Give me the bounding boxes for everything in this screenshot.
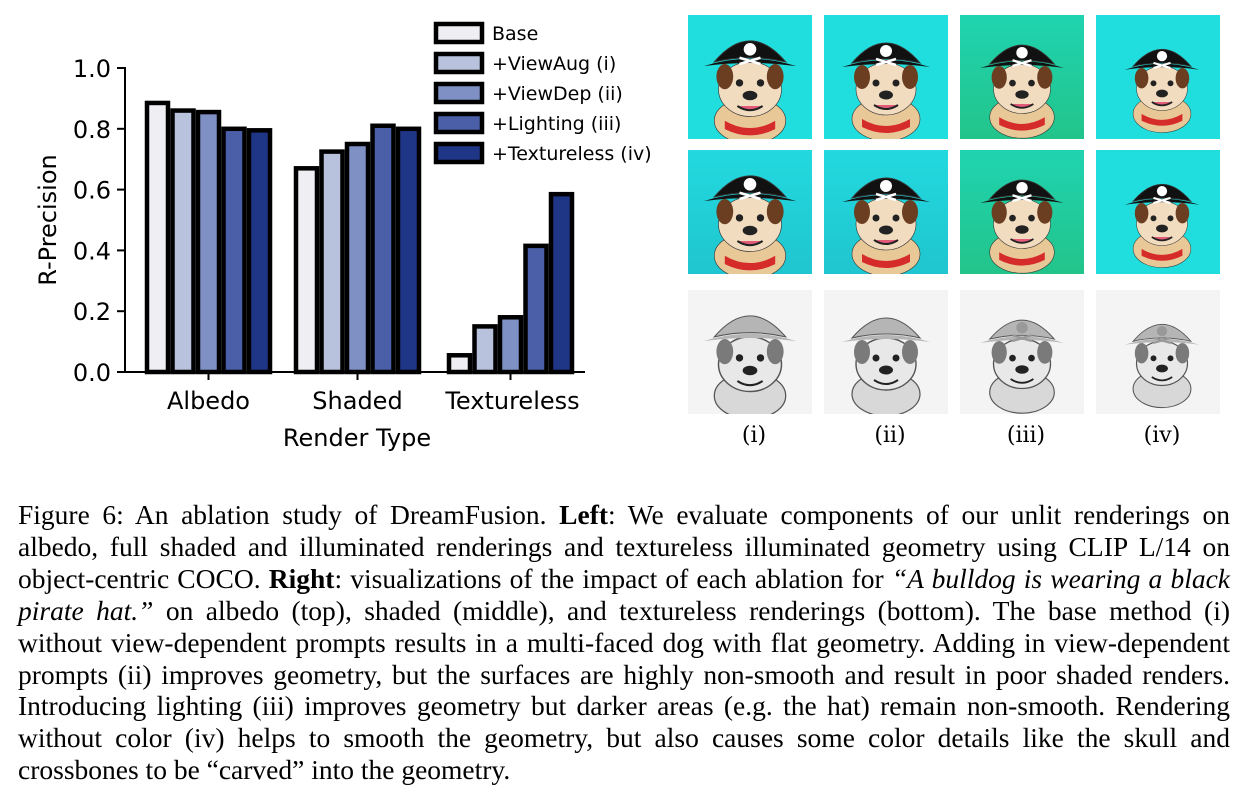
caption-rest: on albedo (top), shaded (middle), and te…: [18, 594, 1230, 786]
bar-albedo-1: [170, 108, 196, 375]
render-albedo-ii: [824, 15, 948, 139]
y-tick-label-0.0: 0.0: [73, 359, 111, 387]
legend-label-1: +ViewAug (i): [492, 53, 616, 75]
bar-shaded-3: [370, 123, 396, 375]
legend-label-3: +Lighting (iii): [492, 113, 621, 135]
legend-swatch-2: [433, 81, 485, 105]
legend-swatch-1: [433, 51, 485, 75]
legend-swatch-3: [433, 111, 485, 135]
render-albedo-i: [688, 15, 812, 139]
x-tick-label-albedo: Albedo: [167, 387, 250, 415]
bar-shaded-2: [344, 141, 371, 375]
x-axis-title: Render Type: [283, 424, 431, 452]
render-textureless-iii: [960, 290, 1084, 414]
bulldog-pirate-image: [1124, 324, 1200, 409]
bar-shaded-1: [319, 149, 345, 375]
y-tick-label-0.2: 0.2: [73, 298, 111, 326]
bar-group: [144, 100, 575, 375]
y-axis-title: R-Precision: [34, 154, 62, 285]
chart-axes: Albedo Shaded Textureless 0.0 0.2 0.4 0.6 0.8 1.…: [34, 55, 585, 452]
render-textureless-ii: [824, 290, 948, 414]
bulldog-pirate-image: [1124, 49, 1200, 133]
y-tick-label-0.4: 0.4: [73, 237, 111, 265]
bar-albedo-2: [195, 109, 222, 375]
caption-right-text: : visualizations of the impact of each a…: [334, 562, 892, 594]
column-label-i: (i): [741, 423, 767, 448]
caption-right-bold: Right: [268, 562, 335, 594]
x-tick-label-textureless: Textureless: [444, 387, 579, 415]
bar-textureless-0: [446, 353, 473, 375]
bulldog-pirate-image: [1124, 184, 1200, 268]
bulldog-pirate-image: [980, 179, 1064, 274]
bulldog-pirate-image: [980, 44, 1064, 139]
bar-textureless-3: [523, 243, 549, 375]
caption-left-text: : We evaluate components of our unlit re…: [18, 499, 1230, 594]
bar-shaded-0: [293, 166, 320, 375]
x-tick-label-shaded: Shaded: [312, 387, 402, 415]
bulldog-pirate-image: [842, 42, 930, 139]
column-label-iv: (iv): [1143, 423, 1181, 448]
column-label-iii: (iii): [1006, 423, 1046, 448]
render-albedo-iv: [1096, 15, 1220, 139]
render-shaded-ii: [824, 150, 948, 274]
bulldog-pirate-image: [980, 319, 1064, 414]
y-tick-label-1.0: 1.0: [73, 55, 111, 83]
bar-albedo-0: [144, 100, 171, 375]
caption-left-bold: Left: [559, 499, 609, 530]
caption-label: Figure 6: An ablation study of DreamFusi…: [18, 499, 560, 530]
column-label-ii: (ii): [874, 423, 906, 448]
bar-albedo-4: [246, 128, 273, 375]
legend-swatch-0: [433, 21, 485, 45]
bar-albedo-3: [221, 126, 247, 375]
legend-label-0: Base: [492, 23, 538, 45]
bulldog-pirate-image: [842, 317, 930, 414]
caption-prompt: “A bulldog is wearing a black pirate hat…: [18, 562, 1231, 626]
render-shaded-i: [688, 150, 812, 274]
bulldog-pirate-image: [703, 315, 797, 414]
legend-label-4: +Textureless (iv): [492, 143, 652, 165]
figure-caption: Figure 6: An ablation study of DreamFusi…: [18, 499, 1230, 786]
bulldog-pirate-image: [703, 40, 797, 139]
bar-textureless-4: [548, 191, 575, 375]
render-textureless-i: [688, 290, 812, 414]
bar-textureless-1: [472, 324, 498, 375]
ablation-bar-chart: Albedo Shaded Textureless 0.0 0.2 0.4 0.6 0.8 1.…: [34, 21, 652, 452]
bulldog-pirate-image: [842, 177, 930, 274]
legend-label-2: +ViewDep (ii): [492, 83, 623, 105]
y-tick-label-0.6: 0.6: [73, 177, 111, 205]
bulldog-pirate-image: [703, 175, 797, 274]
bar-shaded-4: [395, 126, 422, 375]
chart-legend: Base +ViewAug (i) +ViewDep (ii) +Lighting (…: [433, 21, 652, 165]
render-shaded-iii: [960, 150, 1084, 274]
render-albedo-iii: [960, 15, 1084, 139]
bar-textureless-2: [497, 315, 524, 375]
render-textureless-iv: [1096, 290, 1220, 414]
y-tick-label-0.8: 0.8: [73, 116, 111, 144]
legend-swatch-4: [433, 141, 485, 165]
render-shaded-iv: [1096, 150, 1220, 274]
